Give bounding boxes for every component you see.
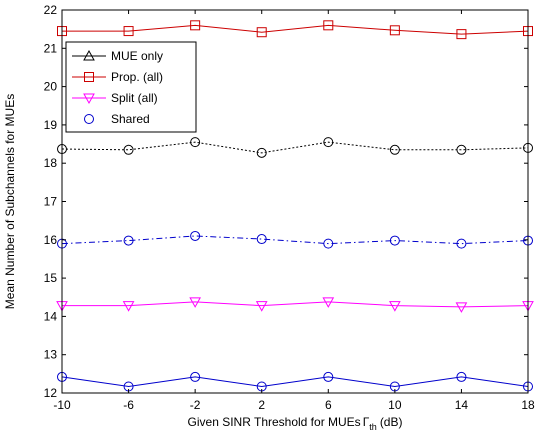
data-point	[256, 234, 267, 245]
data-point	[389, 301, 401, 312]
legend-marker	[84, 72, 94, 82]
data-point	[389, 235, 400, 246]
data-point	[323, 371, 334, 382]
x-tick-label: 14	[455, 398, 469, 412]
legend: MUE only Prop. (all) Split (all) Shared	[65, 41, 197, 133]
y-tick-label: 19	[44, 118, 58, 132]
series-line	[62, 301, 529, 308]
y-tick-label: 16	[44, 233, 58, 247]
x-tick-label: 6	[325, 398, 332, 412]
legend-label: MUE only	[111, 49, 163, 63]
data-point	[455, 302, 468, 313]
y-tick-label: 20	[44, 80, 58, 94]
y-tick-label: 14	[44, 309, 58, 323]
legend-label: Split (all)	[111, 91, 158, 105]
legend-marker	[83, 93, 95, 105]
series-4	[57, 371, 533, 392]
series-2	[57, 230, 533, 249]
data-point	[323, 137, 334, 148]
data-point	[123, 144, 134, 155]
series-1	[57, 137, 533, 158]
data-point	[122, 301, 135, 312]
legend-box	[65, 41, 197, 133]
ticks-layer: -10 -6 -2 2 6 10 14 18 12 13 14 15 16 17 18 19 20 21 22	[44, 3, 535, 412]
data-point	[190, 137, 201, 148]
x-tick-label: 18	[521, 398, 535, 412]
legend-item: Prop. (all)	[72, 70, 163, 84]
y-tick-label: 21	[44, 41, 58, 55]
x-axis-label: Given SINR Threshold for MUEs Γth (dB)	[188, 415, 403, 432]
data-point	[255, 301, 268, 312]
y-axis-label: Mean Number of Subchannels for MUEs	[3, 94, 17, 309]
data-point	[389, 25, 400, 36]
y-tick-label: 13	[44, 348, 58, 362]
series-line	[61, 141, 529, 154]
data-point	[190, 20, 201, 31]
legend-marker	[84, 114, 94, 124]
x-axis-label-text: Given SINR Threshold for MUEs	[188, 415, 361, 429]
data-point	[190, 371, 201, 382]
data-point	[190, 230, 201, 241]
series-0	[57, 20, 533, 40]
y-tick-label: 17	[44, 195, 58, 209]
x-tick-label: -2	[190, 398, 201, 412]
data-point	[456, 371, 467, 382]
y-tick-label: 18	[44, 156, 58, 170]
data-point	[256, 27, 267, 38]
legend-marker	[83, 49, 95, 61]
x-tick-label: 10	[388, 398, 402, 412]
data-point	[389, 144, 400, 155]
data-point	[323, 238, 334, 249]
legend-item: Split (all)	[72, 91, 158, 105]
x-tick-label: -6	[123, 398, 134, 412]
y-tick-label: 12	[44, 386, 58, 400]
legend-label: Prop. (all)	[111, 70, 163, 84]
data-point	[456, 29, 467, 40]
series-3	[56, 297, 534, 313]
x-tick-label: 2	[258, 398, 265, 412]
data-point	[323, 20, 334, 31]
x-axis-label-sub: th	[369, 422, 377, 432]
data-point	[256, 147, 267, 158]
data-point	[322, 297, 335, 308]
y-tick-label: 15	[44, 271, 58, 285]
data-point	[123, 235, 134, 246]
data-point	[456, 144, 467, 155]
y-tick-label: 22	[44, 3, 58, 17]
series-line	[61, 376, 529, 387]
legend-label: Shared	[111, 112, 150, 126]
series-line	[62, 24, 529, 35]
x-axis-label-symbol: Γ	[363, 415, 370, 429]
legend-item: MUE only	[72, 49, 163, 63]
series-line	[61, 235, 529, 245]
data-point	[123, 26, 134, 37]
x-tick-label: -10	[53, 398, 71, 412]
legend-item: Shared	[84, 112, 150, 126]
x-axis-label-unit: (dB)	[380, 415, 403, 429]
data-point	[456, 238, 467, 249]
data-point	[189, 297, 201, 308]
